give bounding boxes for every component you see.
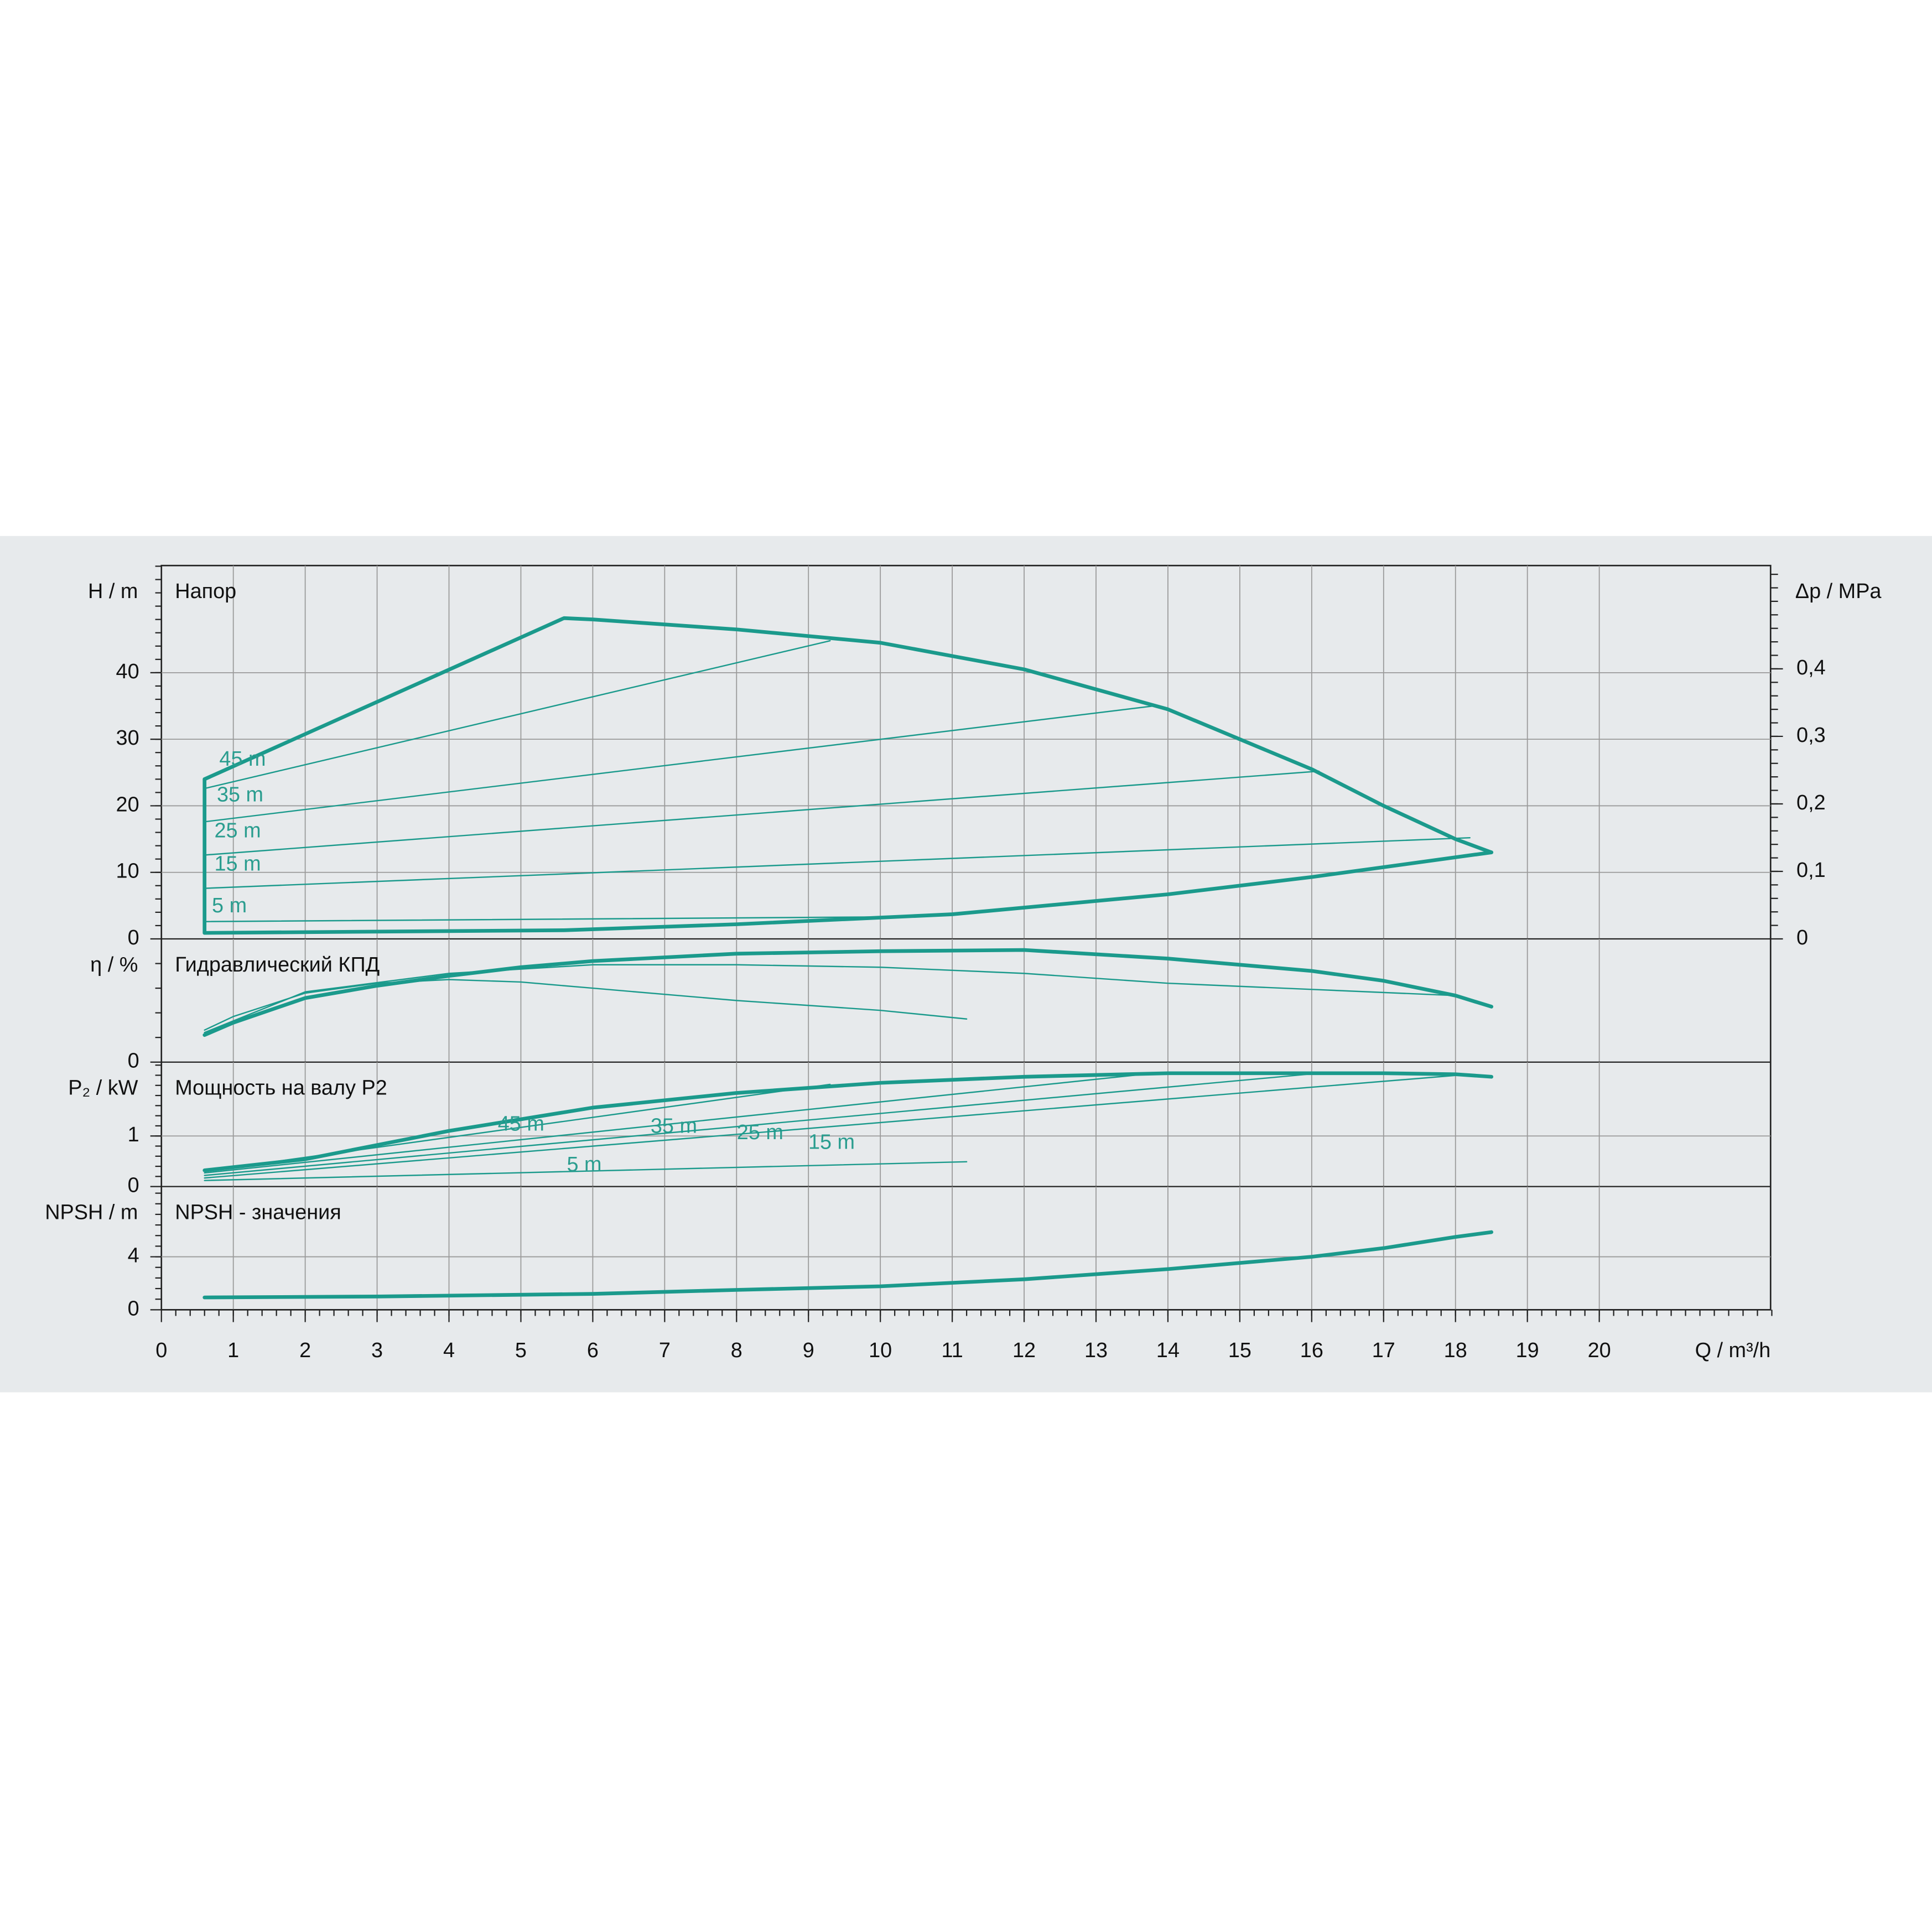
x-tick-label: 3 — [371, 1339, 383, 1362]
curve-label: 15 m — [808, 1131, 855, 1154]
panel-title: NPSH - значения — [175, 1201, 341, 1224]
curve — [204, 1161, 968, 1181]
x-tick-label: 4 — [443, 1339, 455, 1362]
y2-tick-label: 0,2 — [1796, 791, 1826, 814]
y-tick-label: 0 — [128, 1050, 139, 1073]
x-tick-label: 20 — [1588, 1339, 1611, 1362]
y-axis-label: H / m — [88, 580, 138, 603]
x-tick-label: 1 — [227, 1339, 239, 1362]
panel-title: Гидравлический КПД — [175, 953, 380, 977]
x-tick-label: 13 — [1084, 1339, 1108, 1362]
y2-axis-label: Δp / MPa — [1795, 580, 1882, 603]
curve — [204, 1083, 831, 1172]
curve — [204, 1073, 1471, 1179]
x-tick-label: 15 — [1228, 1339, 1251, 1362]
curve — [202, 850, 1494, 935]
x-tick-label: 10 — [869, 1339, 892, 1362]
curve — [204, 1072, 1155, 1174]
y-tick-label: 40 — [116, 660, 139, 683]
curve — [204, 1072, 1320, 1176]
y-axis-label: η / % — [90, 953, 138, 977]
y-tick-label: 0 — [128, 1297, 139, 1320]
x-tick-label: 9 — [803, 1339, 814, 1362]
curve — [204, 964, 1456, 1033]
x-tick-label: 0 — [155, 1339, 167, 1362]
x-tick-label: 14 — [1156, 1339, 1180, 1362]
curve — [204, 705, 1155, 823]
x-tick-label: 11 — [941, 1339, 963, 1362]
x-tick-label: 8 — [731, 1339, 742, 1362]
curve — [202, 948, 1494, 1037]
y2-tick-label: 0,3 — [1796, 724, 1826, 747]
curve — [204, 916, 881, 922]
x-tick-label: 16 — [1300, 1339, 1323, 1362]
curve-label: 5 m — [567, 1153, 601, 1176]
y2-tick-label: 0 — [1796, 926, 1808, 949]
x-tick-label: 17 — [1372, 1339, 1395, 1362]
curve — [204, 770, 1320, 856]
panel-title: Мощность на валу P2 — [175, 1077, 387, 1100]
x-tick-label: 12 — [1012, 1339, 1036, 1362]
y2-tick-label: 0,4 — [1796, 656, 1826, 679]
x-tick-label: 5 — [515, 1339, 527, 1362]
curve-label: 45 m — [498, 1112, 544, 1135]
y-tick-label: 4 — [128, 1244, 139, 1268]
x-tick-label: 18 — [1444, 1339, 1467, 1362]
curve-label: 45 m — [219, 747, 266, 771]
y-tick-label: 0 — [128, 1174, 139, 1197]
x-axis-label: Q / m³/h — [1695, 1339, 1771, 1362]
y-tick-label: 0 — [128, 926, 139, 949]
x-tick-label: 19 — [1516, 1339, 1539, 1362]
curve-label: 35 m — [217, 783, 263, 807]
curve-label: 15 m — [215, 852, 261, 875]
curve — [204, 640, 831, 790]
y-tick-label: 1 — [128, 1123, 139, 1146]
curve — [204, 837, 1471, 889]
y-tick-label: 30 — [116, 726, 139, 750]
background-band — [0, 536, 1932, 1393]
curve-label: 5 m — [212, 894, 247, 917]
y-tick-label: 20 — [116, 793, 139, 816]
curve — [204, 979, 968, 1031]
x-tick-label: 7 — [659, 1339, 671, 1362]
curve-label: 25 m — [215, 819, 261, 842]
y-axis-label: P₂ / kW — [68, 1077, 138, 1100]
y-axis-label: NPSH / m — [45, 1201, 138, 1224]
y-tick-label: 10 — [116, 860, 139, 883]
panel-title: Напор — [175, 580, 236, 603]
curve — [202, 1230, 1494, 1300]
x-tick-label: 2 — [299, 1339, 311, 1362]
x-tick-label: 6 — [587, 1339, 599, 1362]
curve — [202, 616, 1494, 854]
y2-tick-label: 0,1 — [1796, 859, 1826, 882]
curve — [202, 1071, 1494, 1172]
